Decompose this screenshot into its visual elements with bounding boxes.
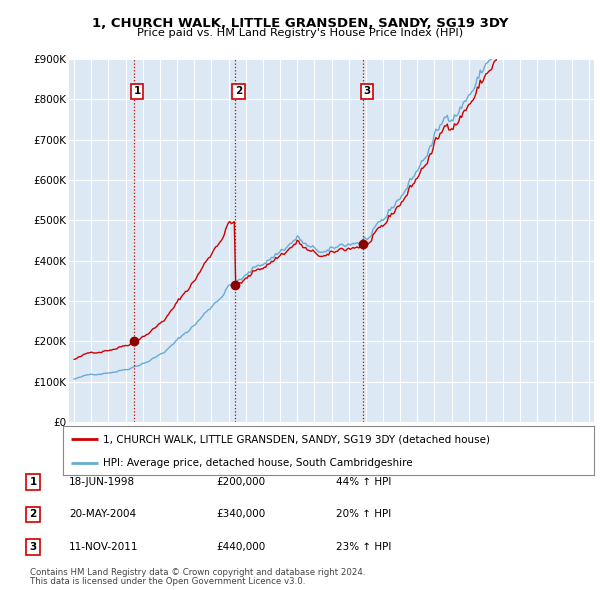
Text: 1: 1 — [29, 477, 37, 487]
Text: 3: 3 — [363, 86, 370, 96]
Text: HPI: Average price, detached house, South Cambridgeshire: HPI: Average price, detached house, Sout… — [103, 458, 412, 468]
Text: 2: 2 — [235, 86, 242, 96]
Text: 1: 1 — [134, 86, 141, 96]
Text: 44% ↑ HPI: 44% ↑ HPI — [336, 477, 391, 487]
Text: 3: 3 — [29, 542, 37, 552]
Text: This data is licensed under the Open Government Licence v3.0.: This data is licensed under the Open Gov… — [30, 578, 305, 586]
Text: Price paid vs. HM Land Registry's House Price Index (HPI): Price paid vs. HM Land Registry's House … — [137, 28, 463, 38]
Text: 20% ↑ HPI: 20% ↑ HPI — [336, 510, 391, 519]
Text: 2: 2 — [29, 510, 37, 519]
Text: 1, CHURCH WALK, LITTLE GRANSDEN, SANDY, SG19 3DY: 1, CHURCH WALK, LITTLE GRANSDEN, SANDY, … — [92, 17, 508, 30]
Text: £200,000: £200,000 — [216, 477, 265, 487]
Text: Contains HM Land Registry data © Crown copyright and database right 2024.: Contains HM Land Registry data © Crown c… — [30, 568, 365, 577]
Text: 18-JUN-1998: 18-JUN-1998 — [69, 477, 135, 487]
Text: £440,000: £440,000 — [216, 542, 265, 552]
Text: 20-MAY-2004: 20-MAY-2004 — [69, 510, 136, 519]
Text: 23% ↑ HPI: 23% ↑ HPI — [336, 542, 391, 552]
Text: £340,000: £340,000 — [216, 510, 265, 519]
Text: 11-NOV-2011: 11-NOV-2011 — [69, 542, 139, 552]
Text: 1, CHURCH WALK, LITTLE GRANSDEN, SANDY, SG19 3DY (detached house): 1, CHURCH WALK, LITTLE GRANSDEN, SANDY, … — [103, 434, 490, 444]
